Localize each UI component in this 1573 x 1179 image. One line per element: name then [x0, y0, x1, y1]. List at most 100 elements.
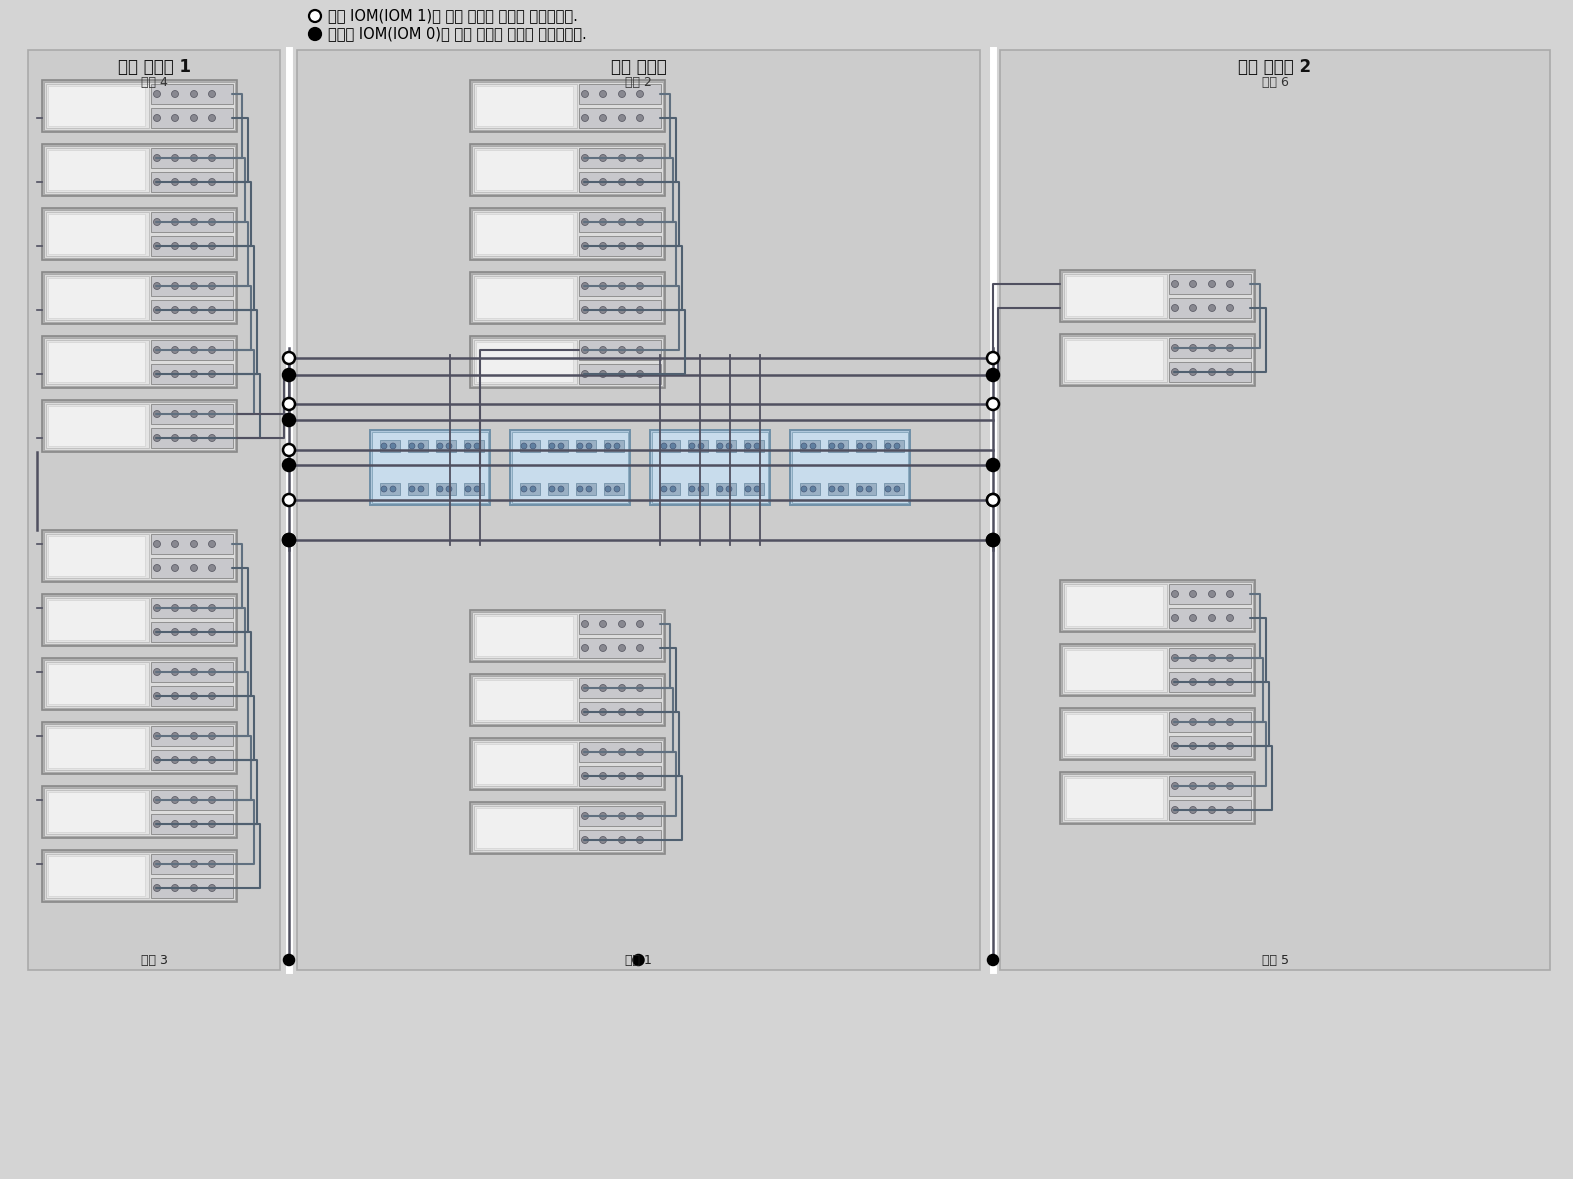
- Bar: [473, 806, 577, 850]
- Circle shape: [171, 91, 178, 98]
- Bar: [477, 808, 573, 848]
- Circle shape: [986, 459, 999, 470]
- Bar: [1169, 801, 1251, 821]
- Circle shape: [1172, 743, 1178, 750]
- Circle shape: [209, 861, 216, 868]
- Circle shape: [1227, 718, 1233, 725]
- Circle shape: [171, 732, 178, 739]
- Bar: [42, 144, 238, 196]
- Circle shape: [190, 884, 198, 891]
- Bar: [1063, 712, 1167, 756]
- Circle shape: [582, 114, 588, 121]
- Bar: [151, 299, 233, 320]
- Bar: [579, 678, 661, 698]
- Circle shape: [1208, 718, 1216, 725]
- Bar: [1063, 338, 1167, 382]
- Bar: [46, 340, 149, 384]
- Bar: [651, 432, 768, 503]
- Circle shape: [154, 283, 160, 290]
- Circle shape: [1172, 281, 1178, 288]
- Circle shape: [618, 154, 626, 162]
- Circle shape: [447, 443, 451, 449]
- Bar: [473, 84, 577, 129]
- Circle shape: [637, 709, 643, 716]
- Circle shape: [599, 645, 607, 652]
- Bar: [579, 108, 661, 129]
- Bar: [407, 483, 428, 495]
- Bar: [473, 340, 577, 384]
- Circle shape: [209, 435, 216, 441]
- Circle shape: [190, 347, 198, 354]
- Circle shape: [1189, 806, 1197, 814]
- Circle shape: [283, 534, 296, 546]
- Circle shape: [409, 486, 415, 492]
- Bar: [1063, 584, 1167, 628]
- Circle shape: [549, 486, 555, 492]
- Bar: [661, 440, 680, 452]
- Circle shape: [599, 812, 607, 819]
- Circle shape: [171, 565, 178, 572]
- Circle shape: [418, 443, 425, 449]
- Bar: [44, 83, 234, 130]
- Circle shape: [618, 749, 626, 756]
- Circle shape: [618, 178, 626, 185]
- Circle shape: [1172, 718, 1178, 725]
- Bar: [477, 86, 573, 126]
- Circle shape: [618, 243, 626, 250]
- Circle shape: [582, 243, 588, 250]
- Circle shape: [637, 114, 643, 121]
- Bar: [42, 722, 238, 773]
- Bar: [579, 276, 661, 296]
- Circle shape: [171, 178, 178, 185]
- Circle shape: [154, 370, 160, 377]
- Circle shape: [154, 307, 160, 314]
- Circle shape: [154, 692, 160, 699]
- Circle shape: [209, 307, 216, 314]
- Bar: [28, 50, 280, 970]
- Circle shape: [171, 307, 178, 314]
- Circle shape: [637, 154, 643, 162]
- Bar: [46, 212, 149, 256]
- Circle shape: [810, 486, 816, 492]
- Bar: [511, 432, 628, 503]
- Bar: [470, 272, 665, 324]
- Bar: [151, 236, 233, 256]
- Bar: [470, 208, 665, 261]
- Bar: [49, 856, 145, 896]
- Bar: [42, 80, 238, 132]
- Text: 확장 케비넷 2: 확장 케비넷 2: [1238, 58, 1312, 75]
- Circle shape: [209, 884, 216, 891]
- Circle shape: [893, 443, 900, 449]
- Bar: [1169, 712, 1251, 732]
- Circle shape: [582, 347, 588, 354]
- Circle shape: [1189, 678, 1197, 685]
- Circle shape: [1172, 678, 1178, 685]
- Circle shape: [283, 494, 296, 506]
- Circle shape: [1189, 369, 1197, 375]
- Bar: [151, 598, 233, 618]
- Circle shape: [190, 797, 198, 804]
- Circle shape: [637, 347, 643, 354]
- Circle shape: [171, 243, 178, 250]
- Circle shape: [618, 307, 626, 314]
- Circle shape: [599, 114, 607, 121]
- Bar: [1169, 338, 1251, 358]
- Bar: [477, 680, 573, 720]
- Bar: [381, 483, 400, 495]
- Circle shape: [582, 836, 588, 843]
- Text: 확장 케비넷 1: 확장 케비넷 1: [118, 58, 190, 75]
- Bar: [151, 172, 233, 192]
- Circle shape: [606, 443, 610, 449]
- Bar: [473, 149, 577, 192]
- Bar: [42, 208, 238, 261]
- Circle shape: [577, 486, 584, 492]
- Circle shape: [618, 620, 626, 627]
- Circle shape: [857, 486, 864, 492]
- Bar: [470, 610, 665, 661]
- Bar: [472, 612, 662, 660]
- Circle shape: [1227, 344, 1233, 351]
- Bar: [151, 212, 233, 232]
- Circle shape: [1227, 743, 1233, 750]
- Bar: [1169, 608, 1251, 628]
- Circle shape: [530, 486, 536, 492]
